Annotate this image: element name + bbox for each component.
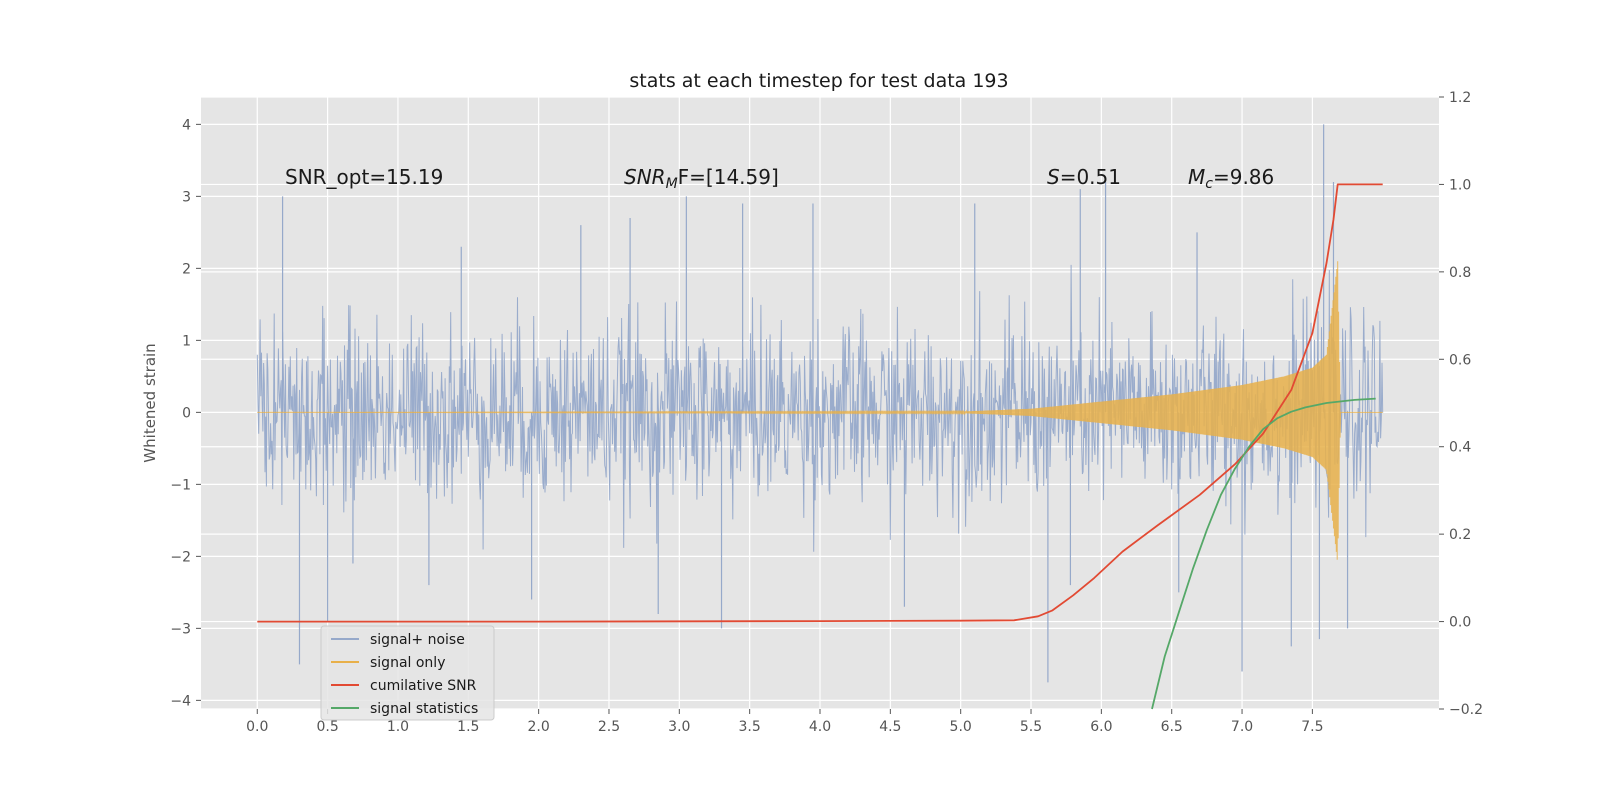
y-tick-label: −2 [170,549,191,565]
legend-box [320,625,495,721]
y-axis-label: Whitened strain [141,343,159,462]
x-tick-label: 5.5 [1020,719,1042,735]
y-axis-right-ticks: −0.2 0.0 0.2 0.4 0.6 0.8 1.0 1.2 [1439,90,1483,718]
y2-tick-label: 1.2 [1449,90,1471,106]
y2-tick-label: 0.6 [1449,352,1471,368]
y2-tick-label: 0.8 [1449,265,1471,281]
series-signal-statistics [1151,397,1376,710]
x-tick-label: 2.5 [598,719,620,735]
y-tick-label: 2 [182,261,191,277]
x-tick-label: 2.0 [528,719,550,735]
legend-label-cumulative-snr: cumilative SNR [370,678,477,694]
annotation-snr-mf: SNRMF=[14.59] [624,165,779,192]
annotations: SNR_opt=15.19 SNRMF=[14.59] S=0.51 Mc=9.… [285,165,1274,192]
annotation-snr-mf-symbol: SNR [624,165,666,189]
series-signal-noise [256,124,1384,683]
series-cumulative-snr [257,183,1383,623]
legend-label-signal-statistics: signal statistics [370,701,478,717]
x-tick-label: 6.0 [1090,719,1112,735]
y-tick-label: 0 [182,405,191,421]
x-tick-label: 0.0 [246,719,268,735]
x-tick-label: 1.5 [457,719,479,735]
x-tick-label: 0.5 [316,719,338,735]
y-tick-label: −4 [170,693,191,709]
signal-only-line [257,261,1383,560]
y-tick-label: 4 [182,117,191,133]
signal-noise-line [256,264,1384,552]
x-tick-label: 7.0 [1231,719,1253,735]
plot-area [201,96,1439,710]
annotation-mc-value: =9.86 [1213,165,1274,189]
y-tick-label: −1 [170,477,191,493]
annotation-mc-symbol: M [1188,165,1205,189]
annotation-s: S=0.51 [1047,165,1121,189]
x-tick-label: 4.0 [809,719,831,735]
x-tick-label: 7.5 [1301,719,1323,735]
y-tick-label: −3 [170,621,191,637]
x-axis-ticks: 0.0 0.5 1.0 1.5 2.0 2.5 3.0 3.5 4.0 4.5 5.0 5.5 6.0 6… [246,709,1324,735]
annotation-snr-mf-value: F=[14.59] [678,165,779,189]
y-tick-label: 1 [182,333,191,349]
y2-tick-label: 0.2 [1449,527,1471,543]
annotation-snr-opt: SNR_opt=15.19 [285,165,443,189]
x-tick-label: 5.0 [950,719,972,735]
annotation-mc-subscript: c [1205,176,1213,192]
y2-tick-label: −0.2 [1449,702,1483,718]
annotation-s-value: =0.51 [1060,165,1121,189]
chart-title: stats at each timestep for test data 193 [629,70,1008,92]
annotation-mc: Mc=9.86 [1188,165,1274,192]
x-tick-label: 1.0 [387,719,409,735]
annotation-s-symbol: S [1047,165,1060,189]
legend-label-signal-noise: signal+ noise [370,632,465,648]
signal-statistics-line [1151,397,1376,710]
y2-tick-label: 0.4 [1449,440,1471,456]
y2-tick-label: 0.0 [1449,615,1471,631]
legend: signal+ noise signal only cumilative SNR… [320,625,495,721]
annotation-snr-mf-subscript: M [666,176,678,192]
x-tick-label: 6.5 [1161,719,1183,735]
x-tick-label: 3.5 [739,719,761,735]
x-tick-label: 4.5 [879,719,901,735]
series-signal-only [257,261,1383,560]
cumulative-snr-line [257,183,1383,623]
x-tick-label: 3.0 [668,719,690,735]
y2-tick-label: 1.0 [1449,177,1471,193]
y-tick-label: 3 [182,189,191,205]
y-axis-left-ticks: −4 −3 −2 −1 0 1 2 3 4 [170,117,201,709]
legend-label-signal-only: signal only [370,655,445,671]
